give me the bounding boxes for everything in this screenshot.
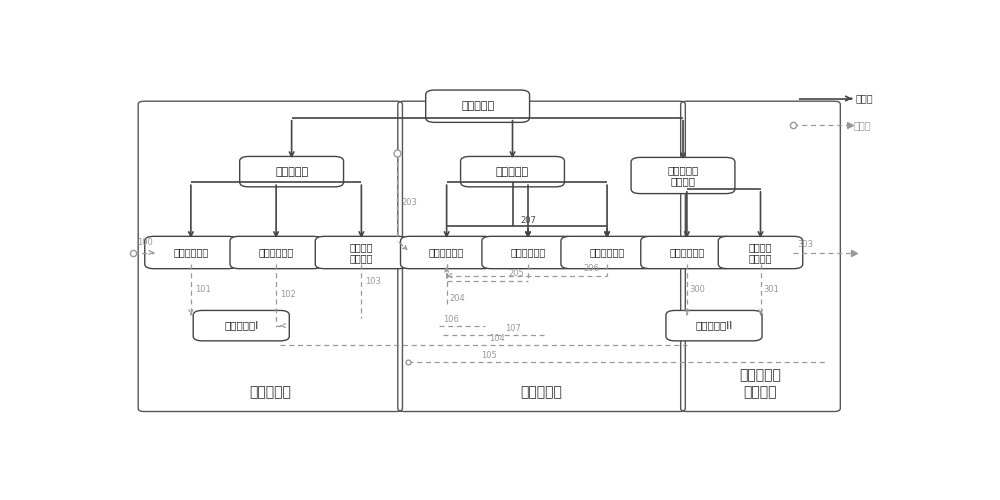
FancyBboxPatch shape [193, 310, 289, 341]
Text: 103: 103 [365, 278, 381, 286]
FancyBboxPatch shape [145, 236, 237, 268]
Text: 音频缓冲区II: 音频缓冲区II [695, 320, 733, 330]
Text: 303: 303 [797, 240, 813, 250]
Text: 301: 301 [763, 285, 779, 294]
FancyBboxPatch shape [718, 236, 803, 268]
Text: 206: 206 [584, 264, 600, 272]
FancyBboxPatch shape [561, 236, 653, 268]
Text: 音频视频合
成处理器: 音频视频合 成处理器 [667, 164, 699, 186]
Text: 云台控制中心: 云台控制中心 [589, 248, 625, 258]
FancyBboxPatch shape [461, 156, 564, 187]
Text: 音频去噪模块: 音频去噪模块 [258, 248, 294, 258]
FancyBboxPatch shape [315, 236, 407, 268]
Text: 音频处理器: 音频处理器 [275, 166, 308, 176]
Text: 控制流: 控制流 [856, 94, 873, 104]
Text: 音频工作区: 音频工作区 [249, 385, 291, 399]
Text: 音频采集模块: 音频采集模块 [173, 248, 208, 258]
FancyBboxPatch shape [230, 236, 322, 268]
Text: 207: 207 [520, 216, 536, 225]
Text: 信息流: 信息流 [854, 120, 871, 130]
Text: 100: 100 [137, 238, 152, 246]
FancyBboxPatch shape [666, 310, 762, 341]
FancyBboxPatch shape [482, 236, 574, 268]
FancyBboxPatch shape [401, 236, 493, 268]
Text: 视频音频合
成工作区: 视频音频合 成工作区 [740, 368, 781, 399]
Text: 中央处理器: 中央处理器 [461, 101, 494, 111]
FancyBboxPatch shape [641, 236, 733, 268]
Text: 图像识别模块: 图像识别模块 [510, 248, 546, 258]
Text: 107: 107 [505, 324, 521, 334]
Text: 视频工作区: 视频工作区 [521, 385, 562, 399]
FancyBboxPatch shape [631, 158, 735, 194]
Text: 音频追踪
定位模块: 音频追踪 定位模块 [350, 242, 373, 264]
Text: 300: 300 [689, 285, 705, 294]
Text: 音频缓冲区I: 音频缓冲区I [224, 320, 258, 330]
Text: 205: 205 [508, 270, 524, 278]
Text: 106: 106 [443, 314, 459, 324]
Text: 204: 204 [449, 294, 465, 302]
Text: 104: 104 [489, 334, 505, 343]
FancyBboxPatch shape [240, 156, 344, 187]
Text: 视频处理器: 视频处理器 [496, 166, 529, 176]
FancyBboxPatch shape [426, 90, 530, 122]
Text: 视频音频
合成模块: 视频音频 合成模块 [749, 242, 772, 264]
Text: 101: 101 [195, 285, 210, 294]
Text: 图像处理模块: 图像处理模块 [429, 248, 464, 258]
Text: 音频增强模块: 音频增强模块 [669, 248, 704, 258]
Text: 203: 203 [401, 198, 417, 207]
Text: 102: 102 [280, 290, 296, 300]
Text: 105: 105 [482, 352, 497, 360]
